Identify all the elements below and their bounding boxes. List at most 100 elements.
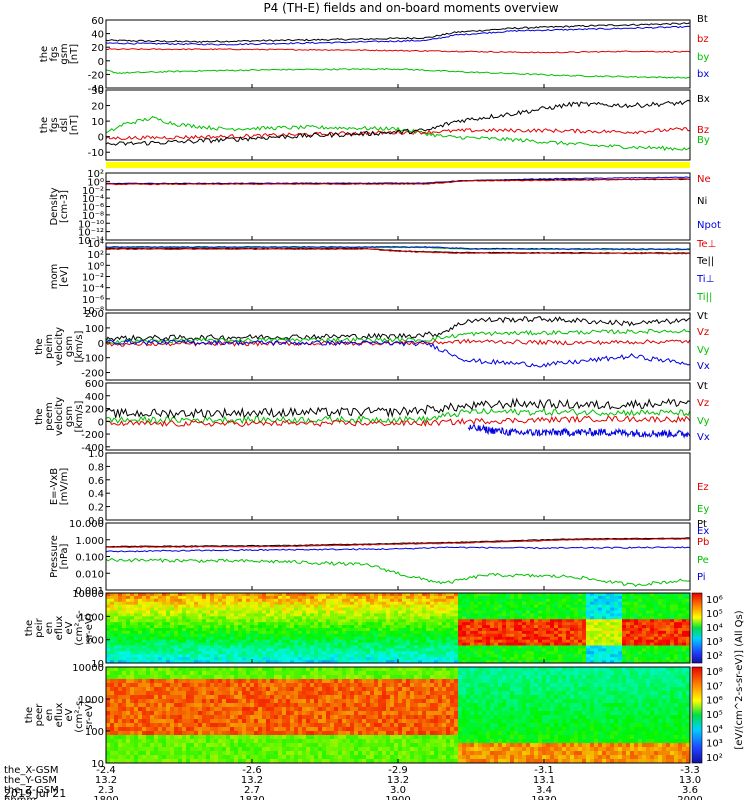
heatmap-cell	[246, 648, 251, 652]
heatmap-cell	[202, 622, 207, 626]
heatmap-cell	[118, 657, 123, 661]
heatmap-cell	[298, 598, 303, 603]
heatmap-cell	[154, 695, 159, 700]
heatmap-cell	[474, 598, 479, 603]
heatmap-cell	[446, 645, 451, 649]
heatmap-cell	[602, 625, 607, 629]
heatmap-cell	[122, 755, 127, 760]
heatmap-cell	[294, 660, 299, 664]
heatmap-cell	[618, 595, 623, 600]
heatmap-cell	[594, 601, 599, 606]
heatmap-cell	[134, 595, 139, 600]
heatmap-cell	[242, 651, 247, 655]
heatmap-cell	[286, 607, 291, 611]
heatmap-cell	[462, 642, 467, 646]
heatmap-cell	[326, 604, 331, 608]
heatmap-cell	[258, 636, 263, 641]
heatmap-cell	[358, 642, 363, 646]
heatmap-cell	[666, 616, 671, 620]
heatmap-cell	[634, 613, 639, 617]
heatmap-cell	[510, 601, 515, 606]
heatmap-cell	[210, 648, 215, 652]
heatmap-cell	[490, 630, 495, 635]
heatmap-cell	[250, 630, 255, 635]
y-tick-label: 0.100	[75, 553, 104, 564]
legend-entry: Ne	[697, 174, 711, 185]
heatmap-cell	[662, 619, 667, 623]
heatmap-cell	[130, 616, 135, 620]
heatmap-cell	[630, 619, 635, 623]
heatmap-cell	[598, 613, 603, 617]
heatmap-cell	[150, 667, 155, 672]
y-tick-label: 10	[91, 117, 104, 128]
y-tick-label: 10⁻⁴	[82, 284, 104, 295]
heatmap-cell	[174, 625, 179, 629]
heatmap-cell	[578, 630, 583, 635]
heatmap-cell	[446, 595, 451, 600]
heatmap-cell	[310, 639, 315, 643]
heatmap-cell	[230, 675, 235, 680]
heatmap-cell	[150, 679, 155, 684]
heatmap-cell	[438, 622, 443, 626]
heatmap-cell	[538, 645, 543, 649]
heatmap-cell	[182, 695, 187, 700]
heatmap-cell	[278, 679, 283, 684]
heatmap-cell	[230, 651, 235, 655]
heatmap-cell	[182, 683, 187, 688]
heatmap-cell	[630, 604, 635, 608]
heatmap-cell	[290, 691, 295, 696]
heatmap-cell	[230, 707, 235, 712]
heatmap-cell	[174, 675, 179, 680]
heatmap-cell	[462, 622, 467, 626]
heatmap-cell	[202, 707, 207, 712]
heatmap-cell	[606, 660, 611, 664]
heatmap-cell	[462, 607, 467, 611]
heatmap-cell	[494, 625, 499, 629]
series-line-bz	[105, 48, 691, 54]
heatmap-cell	[310, 679, 315, 684]
heatmap-cell	[274, 601, 279, 606]
heatmap-cell	[254, 679, 259, 684]
heatmap-cell	[498, 613, 503, 617]
heatmap-cell	[430, 610, 435, 614]
heatmap-cell	[318, 604, 323, 608]
heatmap-cell	[390, 601, 395, 606]
heatmap-cell	[470, 633, 475, 638]
heatmap-cell	[114, 604, 119, 608]
heatmap-cell	[674, 633, 679, 638]
heatmap-cell	[358, 601, 363, 606]
heatmap-cell	[222, 619, 227, 623]
heatmap-cell	[262, 598, 267, 603]
heatmap-cell	[602, 601, 607, 606]
heatmap-cell	[194, 613, 199, 617]
heatmap-cell	[142, 727, 147, 732]
heatmap-cell	[110, 593, 115, 597]
heatmap-cell	[110, 654, 115, 658]
heatmap-cell	[270, 639, 275, 643]
heatmap-cell	[282, 667, 287, 672]
heatmap-cell	[178, 610, 183, 614]
heatmap-cell	[106, 687, 111, 692]
heatmap-cell	[118, 604, 123, 608]
heatmap-cell	[334, 593, 339, 597]
heatmap-cell	[230, 648, 235, 652]
heatmap-cell	[338, 639, 343, 643]
heatmap-cell	[190, 759, 195, 764]
heatmap-cell	[494, 636, 499, 641]
heatmap-cell	[286, 625, 291, 629]
heatmap-cell	[294, 639, 299, 643]
heatmap-cell	[118, 660, 123, 664]
heatmap-cell	[302, 727, 307, 732]
heatmap-cell	[114, 648, 119, 652]
heatmap-cell	[302, 660, 307, 664]
y-axis-label: eV	[64, 621, 75, 634]
heatmap-cell	[154, 645, 159, 649]
heatmap-cell	[602, 639, 607, 643]
heatmap-cell	[522, 639, 527, 643]
heatmap-cell	[358, 625, 363, 629]
heatmap-cell	[230, 613, 235, 617]
heatmap-cell	[494, 607, 499, 611]
y-tick-label: 200	[85, 309, 104, 320]
heatmap-cell	[506, 593, 511, 597]
heatmap-cell	[562, 598, 567, 603]
